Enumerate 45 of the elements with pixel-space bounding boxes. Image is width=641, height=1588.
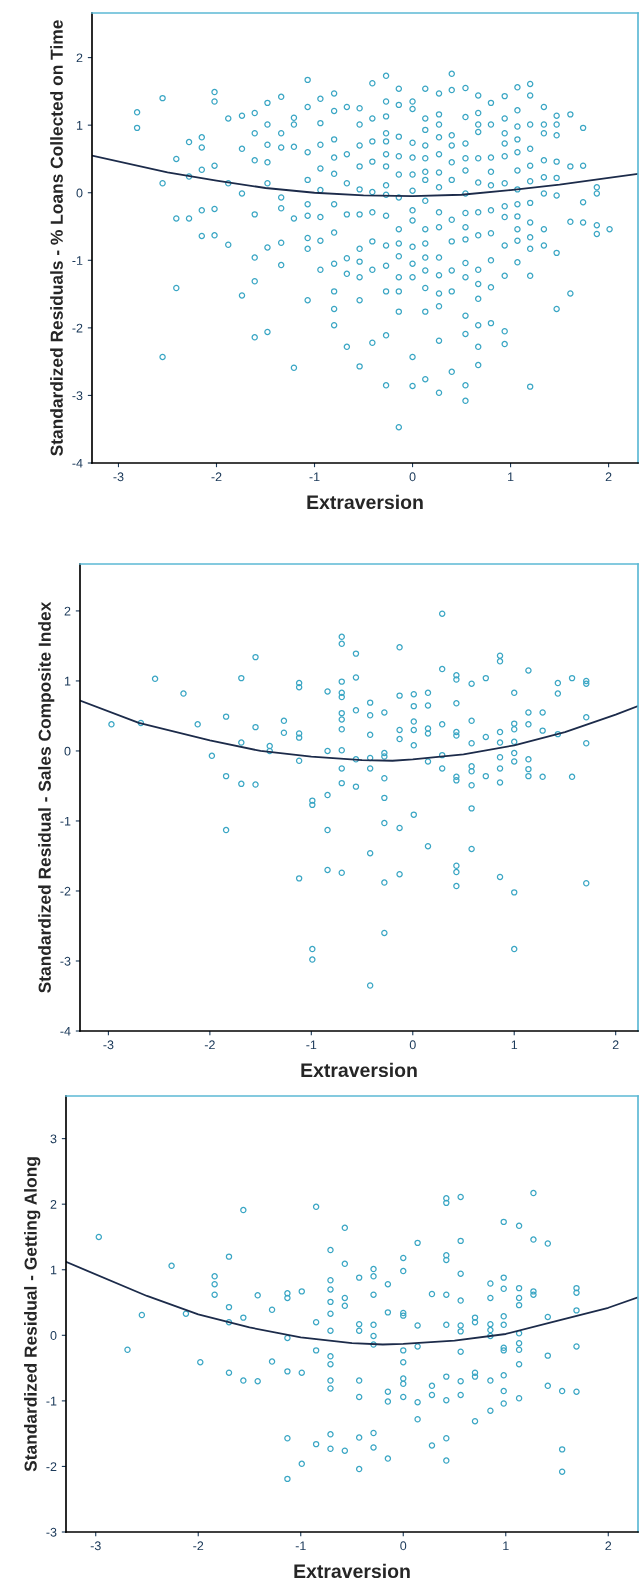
x-axis-title: Extraversion bbox=[307, 494, 423, 510]
y-axis-title: Standardized Residuals - % Loans Collected on Time bbox=[50, 20, 63, 456]
y-tick-label: 2 bbox=[50, 1199, 57, 1209]
y-tick-label: -3 bbox=[72, 391, 83, 401]
y-tick-label: -3 bbox=[60, 956, 71, 966]
y-tick-label: -4 bbox=[60, 1026, 71, 1036]
x-tick-label: 1 bbox=[508, 472, 514, 482]
y-tick-label: 1 bbox=[64, 676, 71, 686]
x-tick-label: -2 bbox=[193, 1541, 204, 1551]
y-tick-label: 0 bbox=[50, 1331, 57, 1340]
y-tick-label: 3 bbox=[50, 1134, 57, 1144]
x-tick-label: -3 bbox=[90, 1541, 101, 1551]
y-tick-label: -2 bbox=[60, 886, 71, 896]
y-axis-title: Standardized Residual - Sales Composite Index bbox=[38, 601, 55, 993]
x-tick-label: -1 bbox=[295, 1541, 306, 1551]
y-axis-title: Standardized Residual - Getting Along bbox=[24, 1157, 41, 1472]
y-tick-label: 2 bbox=[64, 606, 71, 616]
x-axis-title: Extraversion bbox=[301, 1062, 417, 1078]
y-tick-label: -2 bbox=[46, 1462, 57, 1471]
y-tick-label: -1 bbox=[72, 256, 83, 265]
y-tick-label: -4 bbox=[72, 458, 83, 468]
y-tick-label: 0 bbox=[64, 746, 71, 756]
y-tick-label: -1 bbox=[46, 1396, 57, 1406]
x-tick-label: 1 bbox=[503, 1541, 509, 1551]
x-tick-label: -1 bbox=[309, 472, 320, 482]
y-tick-label: 1 bbox=[50, 1265, 57, 1275]
x-tick-label: 2 bbox=[605, 1541, 612, 1551]
x-tick-label: 2 bbox=[605, 472, 612, 482]
x-tick-label: -1 bbox=[306, 1040, 317, 1050]
y-tick-label: 0 bbox=[76, 188, 83, 198]
y-tick-label: -1 bbox=[60, 816, 71, 826]
x-tick-label: 1 bbox=[511, 1040, 518, 1050]
x-tick-label: 2 bbox=[612, 1040, 619, 1050]
x-tick-label: 0 bbox=[400, 1541, 407, 1551]
y-tick-label: 1 bbox=[76, 121, 83, 130]
x-axis-title: Extraversion bbox=[294, 1563, 410, 1579]
y-tick-label: 2 bbox=[76, 53, 83, 63]
y-tick-label: -2 bbox=[72, 323, 83, 333]
y-tick-label: -3 bbox=[46, 1527, 57, 1537]
x-tick-label: -2 bbox=[211, 472, 222, 482]
x-tick-label: 0 bbox=[409, 1040, 416, 1050]
x-tick-label: -3 bbox=[113, 472, 124, 482]
x-tick-label: -3 bbox=[103, 1040, 114, 1050]
x-tick-label: 0 bbox=[409, 472, 416, 482]
x-tick-label: -2 bbox=[204, 1040, 215, 1050]
